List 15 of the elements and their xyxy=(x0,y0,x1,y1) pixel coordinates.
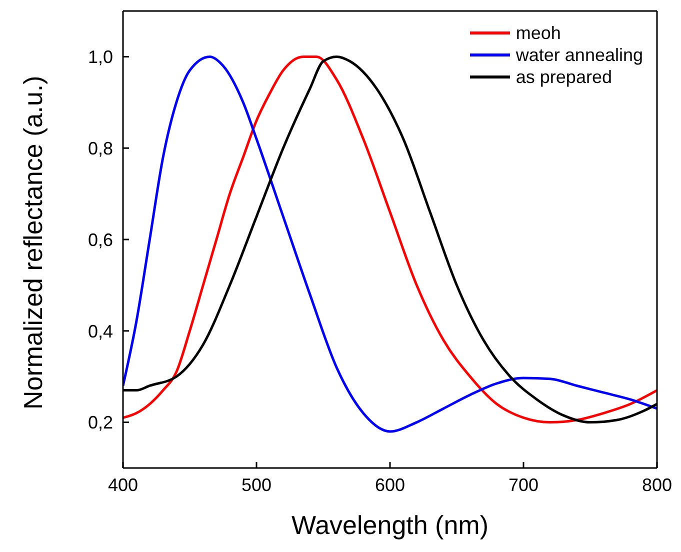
x-tick-label: 800 xyxy=(642,474,672,495)
x-tick-label: 500 xyxy=(241,474,272,495)
y-tick-label: 0,8 xyxy=(88,138,113,158)
legend-label: water annealing xyxy=(516,44,643,66)
y-tick-label: 0,2 xyxy=(88,412,113,433)
y-tick-label: 1,0 xyxy=(88,47,113,68)
x-tick-label: 700 xyxy=(508,474,539,495)
legend-label: meoh xyxy=(516,22,561,44)
y-axis-title: Normalized reflectance (a.u.) xyxy=(18,76,48,410)
x-tick-label: 400 xyxy=(108,474,138,495)
legend-label: as prepared xyxy=(516,66,612,88)
y-tick-label: 0,4 xyxy=(88,321,113,342)
x-axis-title: Wavelength (nm) xyxy=(292,510,488,540)
y-tick-label: 0,6 xyxy=(88,230,113,250)
x-tick-label: 600 xyxy=(374,474,406,495)
